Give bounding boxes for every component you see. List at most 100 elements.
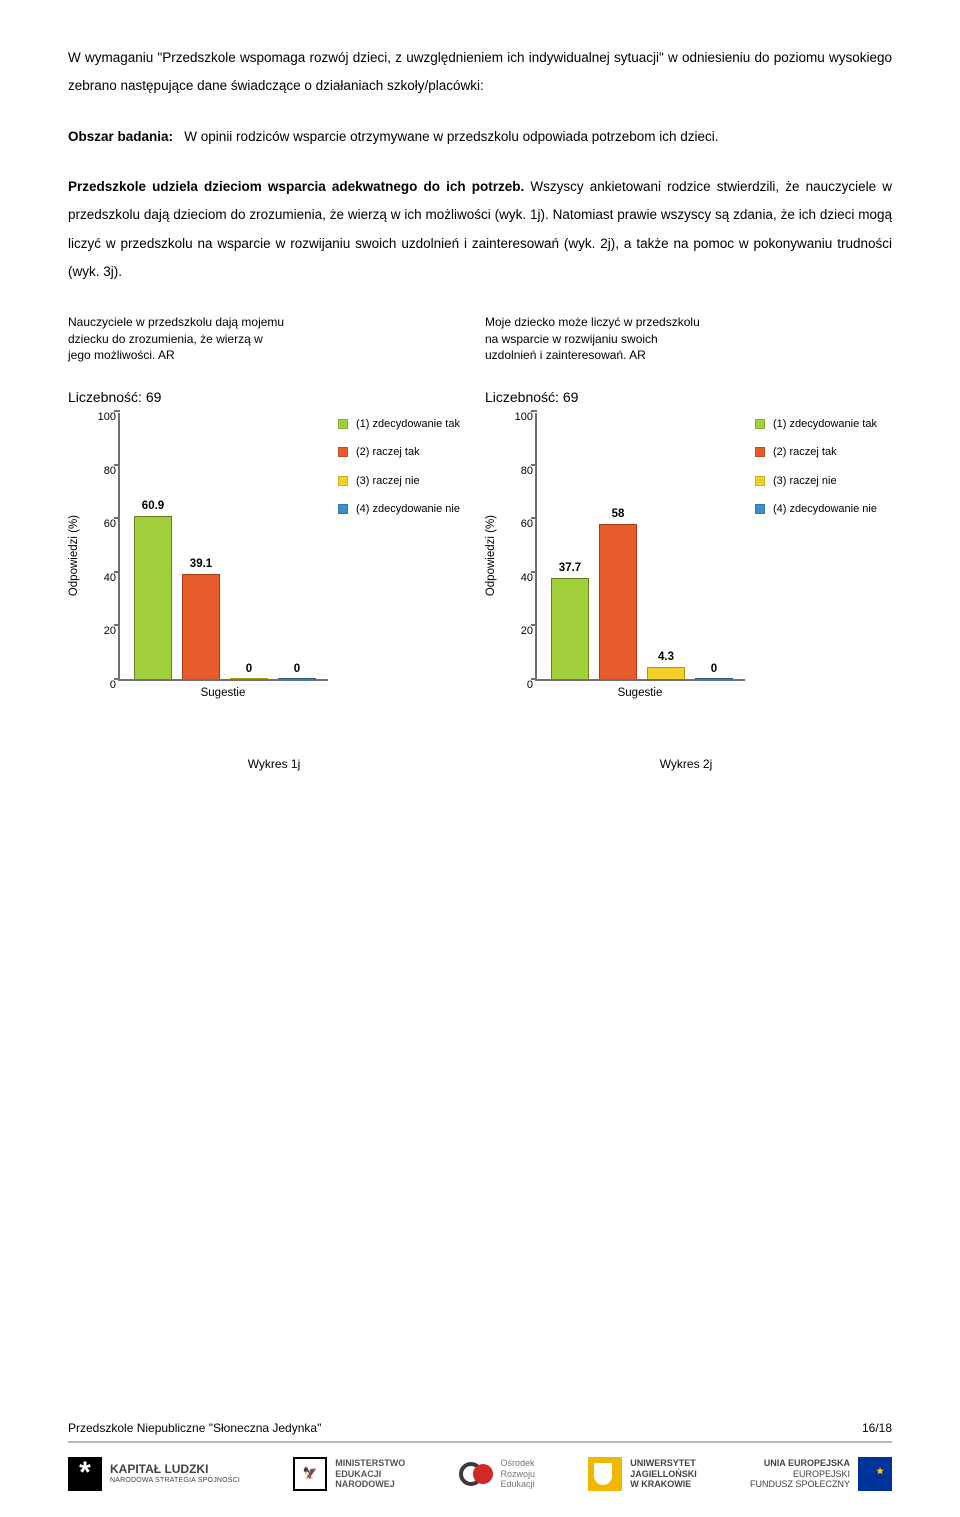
page-footer: Przedszkole Niepubliczne "Słoneczna Jedy… (68, 1421, 892, 1491)
y-tick-label: 60 (501, 518, 533, 530)
y-tick-mark (531, 410, 537, 412)
bar-value-label: 0 (684, 663, 744, 675)
kapital-label: KAPITAŁ LUDZKI (110, 1463, 240, 1477)
bar-value-label: 4.3 (636, 651, 696, 663)
eu-line3: FUNDUSZ SPOŁECZNY (750, 1479, 850, 1489)
legend-item: (2) raczej tak (338, 445, 468, 459)
y-tick-mark (114, 624, 120, 626)
kapital-ludzki-icon: * (68, 1457, 102, 1491)
y-tick-label: 0 (84, 679, 116, 691)
bar-value-label: 37.7 (540, 562, 600, 574)
legend-swatch (338, 476, 348, 486)
bar (182, 574, 220, 679)
y-tick-mark (531, 517, 537, 519)
research-area-label: Obszar badania: (68, 129, 173, 144)
logo-ore: RE Ośrodek Rozwoju Edukacji (459, 1457, 536, 1491)
logo-kapital-ludzki: * KAPITAŁ LUDZKI NARODOWA STRATEGIA SPÓJ… (68, 1457, 240, 1491)
eu-flag-icon (858, 1457, 892, 1491)
legend-swatch (755, 447, 765, 457)
ore-line3: Edukacji (501, 1479, 536, 1489)
footer-logos: * KAPITAŁ LUDZKI NARODOWA STRATEGIA SPÓJ… (68, 1443, 892, 1491)
kapital-sub: NARODOWA STRATEGIA SPÓJNOŚCI (110, 1477, 240, 1485)
logo-uj: UNIWERSYTET JAGIELLOŃSKI W KRAKOWIE (588, 1457, 697, 1491)
research-area-text: W opinii rodziców wsparcie otrzymywane w… (184, 129, 718, 144)
x-axis-label: Sugestie (118, 687, 328, 699)
bar (230, 678, 268, 679)
plot: 02040608010060.939.100 (118, 413, 328, 681)
legend-swatch (755, 476, 765, 486)
chart-area: Odpowiedzi (%)02040608010060.939.100Suge… (68, 413, 475, 699)
y-tick-mark (531, 624, 537, 626)
men-line1: MINISTERSTWO (335, 1458, 405, 1468)
footer-school-name: Przedszkole Niepubliczne "Słoneczna Jedy… (68, 1421, 321, 1435)
legend-label: (3) raczej nie (773, 474, 837, 488)
y-tick-mark (531, 571, 537, 573)
y-axis-label: Odpowiedzi (%) (68, 515, 80, 596)
bar-value-label: 0 (267, 663, 327, 675)
y-tick-label: 20 (501, 625, 533, 637)
bar-value-label: 60.9 (123, 500, 183, 512)
uj-line3: W KRAKOWIE (630, 1479, 697, 1489)
y-tick-label: 100 (501, 411, 533, 423)
chart-subtitle: Liczebność: 69 (485, 389, 892, 405)
y-tick-label: 20 (84, 625, 116, 637)
y-tick-mark (114, 678, 120, 680)
legend-swatch (338, 447, 348, 457)
eu-line2: EUROPEJSKI (750, 1469, 850, 1479)
legend-label: (1) zdecydowanie tak (773, 417, 877, 431)
page-body: W wymaganiu "Przedszkole wspomaga rozwój… (0, 0, 960, 771)
legend-label: (3) raczej nie (356, 474, 420, 488)
y-tick-mark (114, 410, 120, 412)
legend-swatch (338, 419, 348, 429)
chart-2-caption: Wykres 2j (480, 757, 892, 771)
bar (551, 578, 589, 679)
intro-paragraph: W wymaganiu "Przedszkole wspomaga rozwój… (68, 44, 892, 101)
logo-eu: UNIA EUROPEJSKA EUROPEJSKI FUNDUSZ SPOŁE… (750, 1457, 892, 1491)
y-tick-label: 40 (84, 572, 116, 584)
bar (278, 678, 316, 679)
chart-1-caption: Wykres 1j (68, 757, 480, 771)
eu-line1: UNIA EUROPEJSKA (750, 1458, 850, 1468)
legend: (1) zdecydowanie tak (2) raczej tak (3) ra… (338, 413, 468, 530)
y-tick-label: 100 (84, 411, 116, 423)
legend-item: (3) raczej nie (755, 474, 885, 488)
logo-men: 🦅 MINISTERSTWO EDUKACJI NARODOWEJ (293, 1457, 405, 1491)
research-area-paragraph: Obszar badania: W opinii rodziców wsparc… (68, 123, 892, 151)
ore-line1: Ośrodek (501, 1458, 536, 1468)
finding-bold: Przedszkole udziela dzieciom wsparcia ad… (68, 179, 524, 194)
y-tick-mark (114, 464, 120, 466)
uj-icon (588, 1457, 622, 1491)
chart-title: Moje dziecko może liczyć w przedszkolu n… (485, 314, 892, 363)
charts-row: Nauczyciele w przedszkolu dają mojemu dz… (68, 314, 892, 699)
men-line2: EDUKACJI (335, 1469, 405, 1479)
bar (647, 667, 685, 679)
y-tick-mark (531, 678, 537, 680)
legend-item: (1) zdecydowanie tak (338, 417, 468, 431)
legend-swatch (338, 504, 348, 514)
chart-subtitle: Liczebność: 69 (68, 389, 475, 405)
legend-item: (4) zdecydowanie nie (755, 502, 885, 516)
legend-label: (1) zdecydowanie tak (356, 417, 460, 431)
x-axis-label: Sugestie (535, 687, 745, 699)
bar (695, 678, 733, 679)
chart-2: Moje dziecko może liczyć w przedszkolu n… (485, 314, 892, 699)
chart-1: Nauczyciele w przedszkolu dają mojemu dz… (68, 314, 475, 699)
y-tick-mark (114, 571, 120, 573)
uj-line2: JAGIELLOŃSKI (630, 1469, 697, 1479)
ore-line2: Rozwoju (501, 1469, 536, 1479)
men-line3: NARODOWEJ (335, 1479, 405, 1489)
bar (134, 516, 172, 679)
legend-swatch (755, 419, 765, 429)
captions-row: Wykres 1j Wykres 2j (68, 757, 892, 771)
footer-text-row: Przedszkole Niepubliczne "Słoneczna Jedy… (68, 1421, 892, 1443)
legend-item: (3) raczej nie (338, 474, 468, 488)
y-tick-label: 80 (501, 465, 533, 477)
chart-title: Nauczyciele w przedszkolu dają mojemu dz… (68, 314, 475, 363)
y-tick-label: 40 (501, 572, 533, 584)
y-tick-mark (531, 464, 537, 466)
finding-text: Wszyscy ankietowani rodzice stwierdzili,… (68, 179, 892, 279)
y-axis-label: Odpowiedzi (%) (485, 515, 497, 596)
footer-page-number: 16/18 (862, 1421, 892, 1435)
legend-label: (4) zdecydowanie nie (356, 502, 460, 516)
men-icon: 🦅 (293, 1457, 327, 1491)
